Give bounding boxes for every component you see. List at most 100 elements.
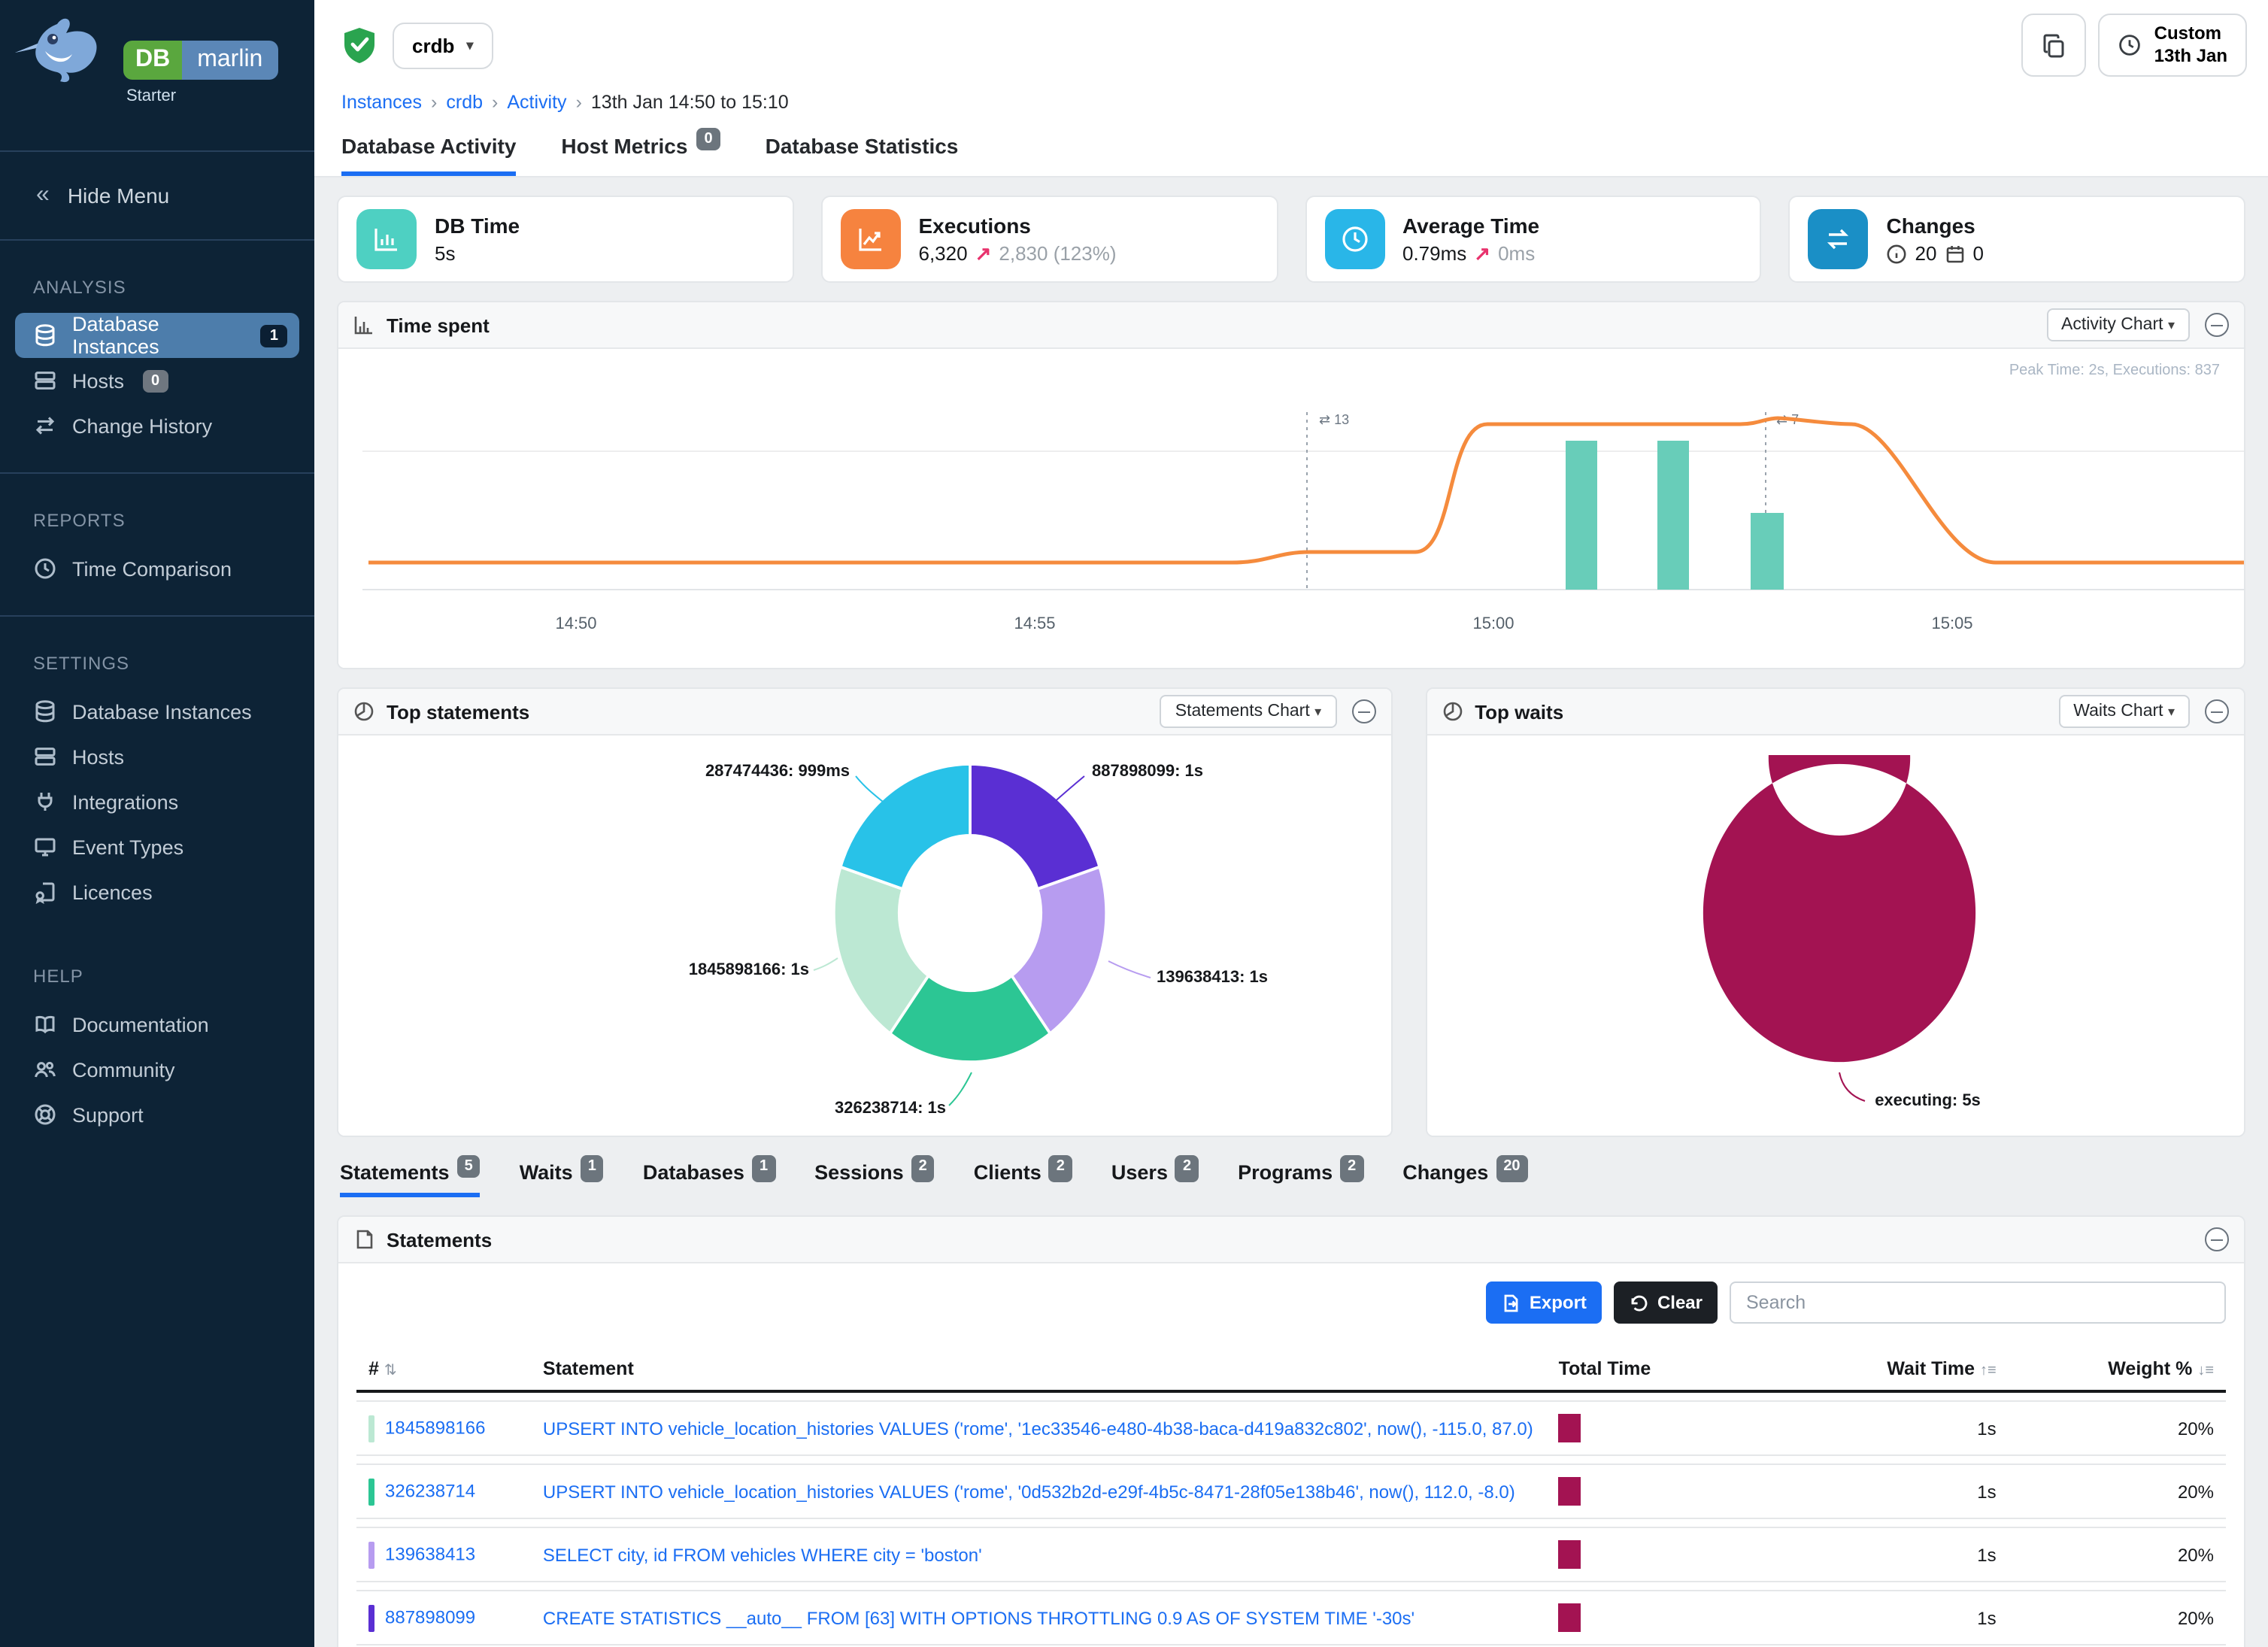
clock-icon bbox=[35, 558, 56, 579]
time-range-button[interactable]: Custom 13th Jan bbox=[2098, 14, 2247, 77]
count-badge: 2 bbox=[1175, 1155, 1199, 1182]
swap-arrows-icon bbox=[1827, 229, 1849, 250]
sidebar-item-time-comparison[interactable]: Time Comparison bbox=[0, 546, 314, 591]
caret-down-icon: ▾ bbox=[2167, 704, 2175, 719]
trend-up-icon: ↗ bbox=[1474, 241, 1491, 264]
collapse-icon[interactable] bbox=[2205, 1227, 2229, 1251]
breadcrumb-activity[interactable]: Activity bbox=[507, 92, 567, 113]
donut-segment[interactable] bbox=[1009, 865, 1108, 1036]
activity-chart-select[interactable]: Activity Chart ▾ bbox=[2046, 308, 2190, 341]
sidebar-item-integrations[interactable]: Integrations bbox=[0, 779, 314, 824]
total-time-bar bbox=[1558, 1414, 1581, 1442]
database-icon bbox=[35, 324, 55, 347]
table-row: 326238714 UPSERT INTO vehicle_location_h… bbox=[356, 1463, 2226, 1519]
statement-link[interactable]: UPSERT INTO vehicle_location_histories V… bbox=[542, 1418, 1533, 1439]
section-help: HELP bbox=[33, 966, 83, 987]
tab-databases[interactable]: Databases 1 bbox=[643, 1155, 776, 1197]
instance-selector[interactable]: crdb ▾ bbox=[393, 22, 493, 68]
tab-waits[interactable]: Waits 1 bbox=[520, 1155, 604, 1197]
count-badge: 5 bbox=[456, 1155, 481, 1178]
statement-link[interactable]: CREATE STATISTICS __auto__ FROM [63] WIT… bbox=[542, 1607, 1415, 1628]
statements-table: # ⇅ Statement Total Time Wait Time ↑≡ We… bbox=[356, 1345, 2226, 1647]
breadcrumb: Instances › crdb › Activity › 13th Jan 1… bbox=[341, 92, 789, 113]
breadcrumb-crdb[interactable]: crdb bbox=[446, 92, 484, 113]
metric-cards: DB Time 5s Executions 6,320 ↗ 2,830 (123%) bbox=[337, 196, 2245, 283]
divider bbox=[0, 239, 314, 241]
waits-donut bbox=[1703, 755, 1975, 1063]
server-icon bbox=[35, 748, 56, 766]
certificate-icon bbox=[35, 882, 55, 904]
search-input[interactable] bbox=[1730, 1282, 2226, 1324]
sidebar-item-licences[interactable]: Licences bbox=[0, 869, 314, 914]
sidebar-item-settings-hosts[interactable]: Hosts bbox=[0, 734, 314, 779]
tab-sessions[interactable]: Sessions 2 bbox=[814, 1155, 935, 1197]
statements-chart-select[interactable]: Statements Chart ▾ bbox=[1160, 695, 1337, 728]
book-icon bbox=[35, 1015, 55, 1034]
tab-database-statistics[interactable]: Database Statistics bbox=[765, 134, 959, 158]
section-settings: SETTINGS bbox=[33, 653, 130, 674]
statement-id-link[interactable]: 1845898166 bbox=[385, 1416, 486, 1438]
tab-clients[interactable]: Clients 2 bbox=[974, 1155, 1072, 1197]
db-time-line bbox=[368, 416, 2244, 565]
clock-icon bbox=[1342, 226, 1367, 252]
donut-segment[interactable] bbox=[832, 865, 931, 1036]
sort-asc-icon: ↑≡ bbox=[1979, 1363, 1997, 1379]
sidebar-item-event-types[interactable]: Event Types bbox=[0, 824, 314, 869]
donut-segment[interactable] bbox=[1703, 755, 1975, 1063]
tab-users[interactable]: Users 2 bbox=[1111, 1155, 1199, 1197]
col-header-weight[interactable]: Weight % ↓≡ bbox=[2008, 1352, 2226, 1393]
tab-database-activity[interactable]: Database Activity bbox=[341, 134, 517, 176]
tab-statements[interactable]: Statements 5 bbox=[340, 1155, 481, 1197]
collapse-icon[interactable] bbox=[2205, 313, 2229, 337]
sidebar-item-community[interactable]: Community bbox=[0, 1047, 314, 1092]
col-header-id[interactable]: # ⇅ bbox=[356, 1352, 531, 1393]
donut-label: 139638413: 1s bbox=[1157, 969, 1269, 987]
statement-id-link[interactable]: 326238714 bbox=[385, 1479, 476, 1501]
tab-programs[interactable]: Programs 2 bbox=[1238, 1155, 1364, 1197]
statements-donut bbox=[832, 762, 1108, 1064]
donut-segment[interactable] bbox=[838, 762, 972, 891]
waits-chart-select[interactable]: Waits Chart ▾ bbox=[2058, 695, 2190, 728]
detail-tabs: Statements 5 Waits 1 Databases 1 Sessions 2 … bbox=[337, 1155, 2245, 1197]
tab-host-metrics[interactable]: Host Metrics 0 bbox=[561, 128, 720, 176]
statement-link[interactable]: UPSERT INTO vehicle_location_histories V… bbox=[542, 1481, 1515, 1502]
card-db-time: DB Time 5s bbox=[337, 196, 794, 283]
content: DB Time 5s Executions 6,320 ↗ 2,830 (123%) bbox=[314, 177, 2268, 1647]
total-time-bar bbox=[1558, 1477, 1581, 1506]
collapse-icon[interactable] bbox=[1351, 699, 1376, 723]
time-spent-panel: Time spent Activity Chart ▾ Peak Time: 2… bbox=[337, 301, 2245, 669]
wait-time-value: 1s bbox=[1721, 1590, 2009, 1645]
sidebar-item-support[interactable]: Support bbox=[0, 1092, 314, 1137]
executions-bar bbox=[1751, 513, 1784, 590]
hide-menu-button[interactable]: « Hide Menu bbox=[36, 182, 170, 208]
tab-changes[interactable]: Changes 20 bbox=[1402, 1155, 1528, 1197]
copy-link-button[interactable] bbox=[2021, 14, 2087, 77]
col-header-wait-time[interactable]: Wait Time ↑≡ bbox=[1721, 1352, 2009, 1393]
sidebar-item-settings-database-instances[interactable]: Database Instances bbox=[0, 689, 314, 734]
donut-label: 887898099: 1s bbox=[1092, 763, 1204, 781]
statement-id-link[interactable]: 887898099 bbox=[385, 1606, 476, 1627]
statement-id-link[interactable]: 139638413 bbox=[385, 1542, 476, 1564]
breadcrumb-instances[interactable]: Instances bbox=[341, 92, 423, 113]
col-header-statement[interactable]: Statement bbox=[530, 1352, 1547, 1393]
collapse-icon[interactable] bbox=[2205, 699, 2229, 723]
statement-link[interactable]: SELECT city, id FROM vehicles WHERE city… bbox=[542, 1544, 982, 1565]
col-header-total-time[interactable]: Total Time bbox=[1546, 1352, 1722, 1393]
count-badge: 2 bbox=[1048, 1155, 1072, 1182]
donut-segment[interactable] bbox=[887, 973, 1053, 1064]
pie-chart-icon bbox=[354, 702, 374, 721]
clear-button[interactable]: Clear bbox=[1613, 1282, 1718, 1324]
sidebar-item-database-instances[interactable]: Database Instances 1 bbox=[15, 313, 299, 358]
panel-title: Time spent bbox=[387, 314, 490, 336]
donut-segment[interactable] bbox=[969, 762, 1102, 891]
logo-db-badge: DB bbox=[123, 41, 183, 80]
sidebar-item-change-history[interactable]: Change History bbox=[0, 403, 314, 448]
swap-arrows-icon: ⇄ bbox=[1319, 412, 1334, 427]
export-button[interactable]: Export bbox=[1485, 1282, 1602, 1324]
sidebar-item-documentation[interactable]: Documentation bbox=[0, 1002, 314, 1047]
caret-down-icon: ▾ bbox=[466, 37, 474, 52]
clock-icon bbox=[2119, 35, 2141, 56]
x-tick: 14:55 bbox=[1014, 614, 1055, 632]
sidebar-item-hosts[interactable]: Hosts 0 bbox=[0, 358, 314, 403]
